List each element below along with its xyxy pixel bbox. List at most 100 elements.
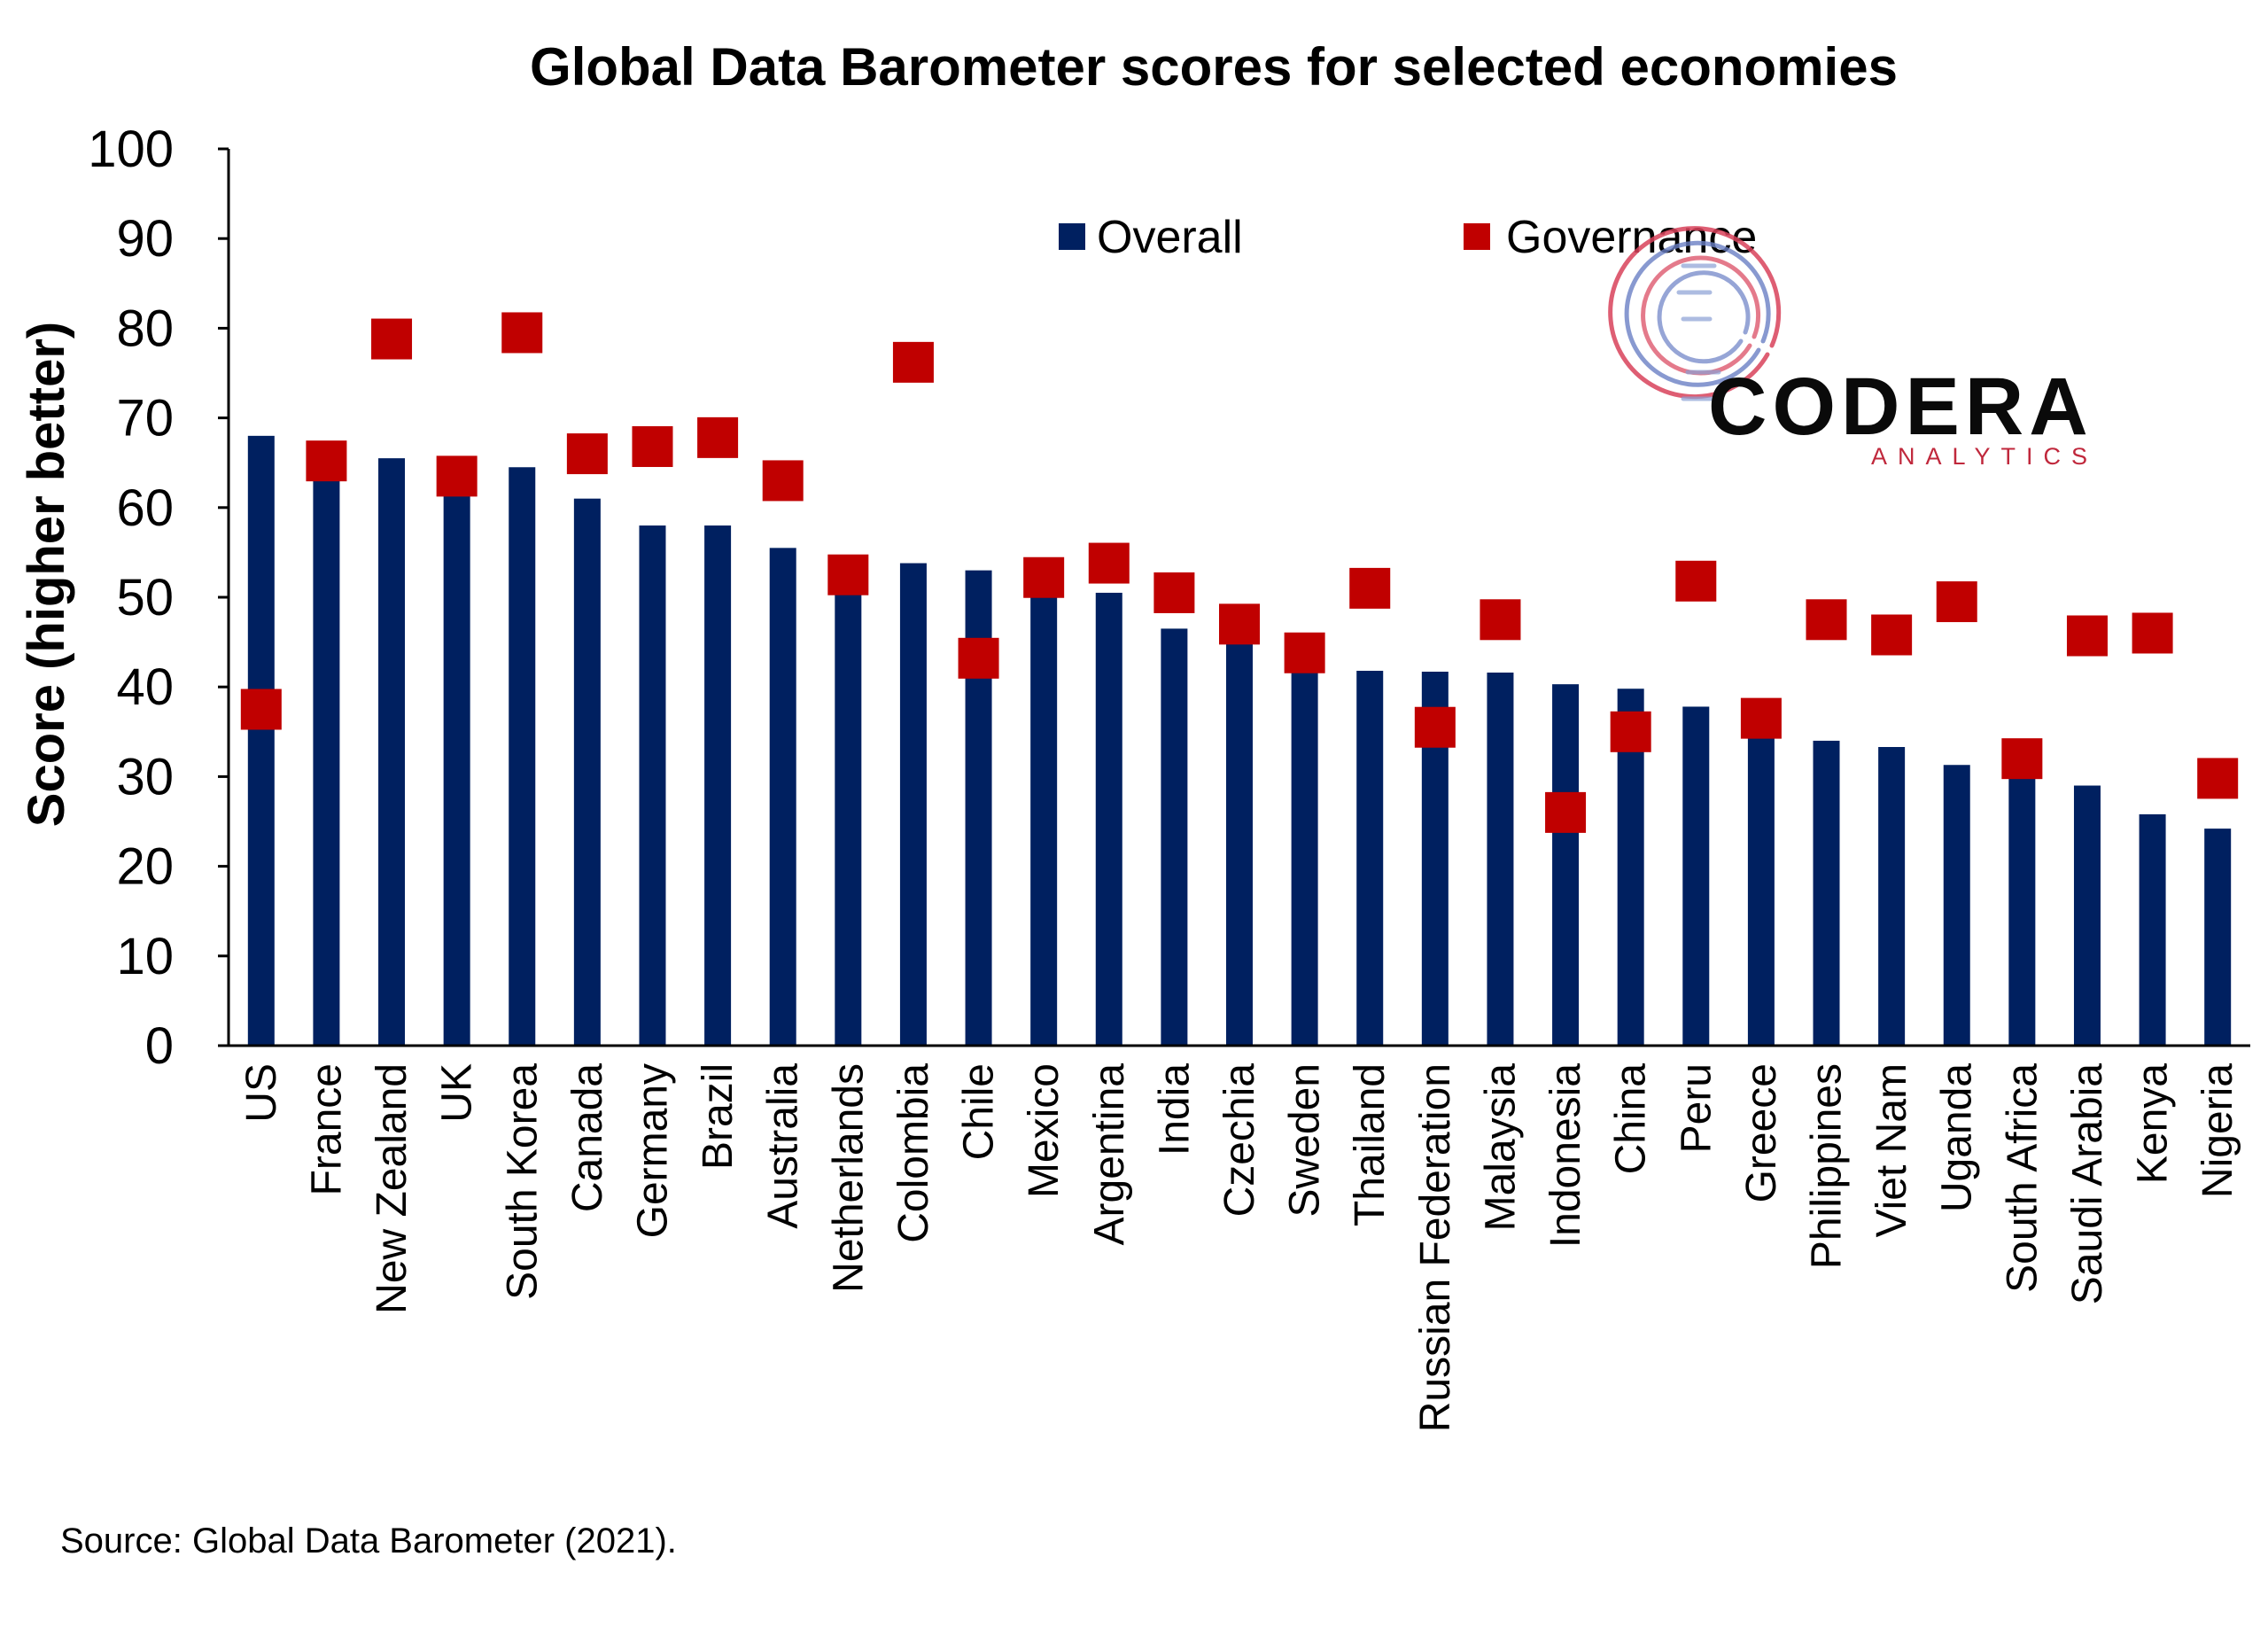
x-tick-label: UK: [434, 1063, 481, 1123]
x-tick-label: Russian Federation: [1412, 1063, 1459, 1432]
x-tick-label: Chile: [956, 1063, 1003, 1160]
x-tick-label: Czechia: [1216, 1063, 1263, 1218]
y-axis-label: Score (higher better): [18, 322, 75, 827]
bar-overall: [1356, 670, 1384, 1046]
point-governance: [501, 312, 543, 354]
bar-overall: [1943, 765, 1970, 1046]
codera-logo: CODERA ANALYTICS: [1608, 226, 2098, 470]
bar-overall: [639, 525, 666, 1046]
bar-overall: [1095, 592, 1122, 1046]
x-tick-label: Indonesia: [1542, 1063, 1589, 1248]
logo-subtitle: ANALYTICS: [1871, 443, 2098, 470]
point-governance: [1480, 599, 1521, 641]
bar-overall: [509, 467, 536, 1046]
bar-overall: [704, 525, 732, 1046]
y-tick-label: 90: [116, 210, 174, 268]
x-tick-label: New Zealand: [369, 1063, 416, 1314]
x-tick-label: Sweden: [1282, 1063, 1329, 1217]
bar-overall: [1030, 583, 1058, 1046]
x-tick-label: Philippines: [1804, 1063, 1851, 1269]
point-governance: [1545, 791, 1587, 833]
x-tick-label: Uganda: [1934, 1063, 1981, 1212]
legend-swatch-overall: [1059, 223, 1085, 250]
bar-overall: [2073, 785, 2101, 1046]
point-governance: [240, 689, 282, 730]
x-tick-label: Peru: [1673, 1063, 1720, 1153]
point-governance: [1088, 542, 1130, 584]
y-tick-label: 30: [116, 748, 174, 805]
x-tick-label: South Africa: [1999, 1063, 2046, 1293]
bar-overall: [1552, 684, 1580, 1046]
x-tick-label: Nigeria: [2194, 1063, 2241, 1198]
x-tick-label: Saudi Arabia: [2064, 1063, 2111, 1305]
overall-bars: [247, 435, 2232, 1047]
x-axis: US France New Zealand UK South Korea Canada Ge…: [229, 1044, 2250, 1432]
point-governance: [436, 455, 478, 497]
bar-overall: [899, 563, 927, 1046]
legend-label-overall: Overall: [1097, 212, 1243, 263]
y-axis: 0 10 20 30 40 50 60 70 80 90 100: [88, 121, 230, 1075]
x-tick-label: Netherlands: [825, 1063, 872, 1293]
y-tick-label: 40: [116, 658, 174, 716]
legend-swatch-governance: [1464, 223, 1490, 250]
bar-overall: [247, 435, 275, 1047]
bar-overall: [443, 480, 470, 1046]
point-governance: [1610, 711, 1651, 752]
x-tick-label: Colombia: [890, 1063, 937, 1243]
point-governance: [1023, 556, 1065, 598]
point-governance: [1871, 614, 1913, 656]
y-tick-label: 10: [116, 928, 174, 985]
bar-overall: [1487, 673, 1514, 1046]
y-tick-label: 50: [116, 569, 174, 626]
point-governance: [1414, 706, 1456, 748]
bar-overall: [2204, 829, 2232, 1046]
bar-overall: [1291, 659, 1318, 1046]
chart-title: Global Data Barometer scores for selecte…: [530, 37, 1898, 97]
x-tick-label: Thailand: [1347, 1063, 1394, 1226]
x-tick-label: Australia: [760, 1063, 807, 1229]
bar-overall: [313, 463, 340, 1046]
y-tick-label: 100: [88, 121, 174, 178]
governance-markers: [240, 312, 2239, 833]
point-governance: [1806, 599, 1847, 641]
y-tick-label: 0: [145, 1017, 174, 1075]
point-governance: [697, 416, 739, 458]
point-governance: [371, 318, 413, 360]
point-governance: [1936, 581, 1977, 623]
point-governance: [827, 554, 869, 595]
point-governance: [958, 637, 999, 679]
logo-circuit-icon: [1608, 226, 1782, 401]
bar-overall: [1682, 706, 1710, 1046]
point-governance: [762, 460, 804, 502]
x-tick-label: Canada: [564, 1063, 611, 1212]
x-tick-label: China: [1608, 1063, 1655, 1175]
source-note: Source: Global Data Barometer (2021).: [60, 1521, 677, 1560]
y-tick-label: 70: [116, 390, 174, 447]
bar-overall: [1813, 740, 1840, 1046]
bar-overall: [1226, 633, 1253, 1046]
y-tick-label: 20: [116, 838, 174, 896]
point-governance: [2197, 758, 2239, 799]
x-tick-label: Malaysia: [1477, 1063, 1524, 1232]
y-tick-label: 80: [116, 300, 174, 357]
bar-overall: [1161, 628, 1188, 1046]
point-governance: [1153, 572, 1195, 613]
point-governance: [1675, 560, 1717, 602]
x-tick-label: France: [303, 1063, 350, 1195]
bar-overall: [1878, 747, 1906, 1046]
bar-overall: [573, 498, 601, 1046]
x-tick-label: South Korea: [499, 1063, 546, 1300]
bar-overall: [835, 579, 862, 1046]
point-governance: [2132, 612, 2173, 654]
bar-overall: [1747, 722, 1775, 1046]
x-tick-label: Kenya: [2130, 1063, 2177, 1184]
bar-overall: [378, 458, 406, 1046]
point-governance: [1219, 603, 1260, 645]
x-tick-label: Viet Nam: [1868, 1063, 1915, 1238]
x-tick-label: Germany: [629, 1063, 676, 1238]
point-governance: [1284, 632, 1325, 673]
logo-wordmark: CODERA: [1708, 362, 2093, 452]
bar-overall: [769, 548, 796, 1046]
point-governance: [2001, 738, 2043, 780]
